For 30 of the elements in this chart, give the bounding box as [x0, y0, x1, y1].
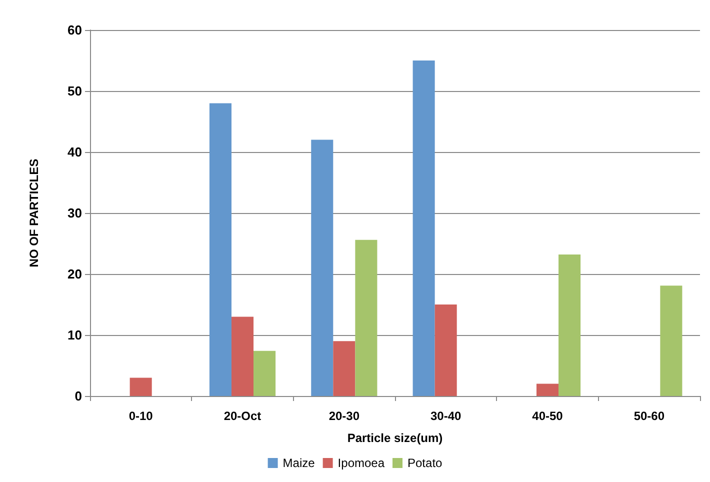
bar [209, 103, 232, 396]
legend-label: Maize [282, 456, 316, 470]
legend-label: Potato [408, 456, 443, 470]
y-axis-title: NO OF PARTICLES [27, 158, 41, 268]
x-axis-title: Particle size(um) [347, 431, 443, 445]
bar [536, 384, 559, 396]
x-tick-label: 0-10 [128, 409, 154, 423]
x-tick-label: 40-50 [532, 409, 564, 423]
bar [558, 254, 581, 396]
bar [355, 240, 378, 396]
x-tick-label: 50-60 [634, 409, 665, 423]
bar [412, 60, 435, 396]
y-tick-label: 20 [68, 266, 82, 282]
bar [660, 286, 682, 396]
y-tick-label: 0 [74, 388, 82, 404]
bar [434, 304, 457, 396]
y-tick-label: 60 [68, 22, 82, 38]
bar [231, 316, 254, 396]
x-tick-label: 30-40 [430, 409, 462, 423]
y-tick-label: 40 [68, 144, 82, 160]
y-tick-label: 10 [68, 328, 82, 342]
y-tick-label: 50 [68, 84, 82, 98]
bar [254, 350, 276, 396]
bar [130, 378, 152, 396]
x-tick-label: 20-30 [328, 409, 360, 423]
legend-label: Ipomoea [338, 456, 385, 470]
bar [311, 140, 334, 396]
y-tick-label: 30 [68, 206, 82, 220]
x-tick-label: 20-Oct [224, 409, 262, 423]
bar [333, 341, 356, 396]
